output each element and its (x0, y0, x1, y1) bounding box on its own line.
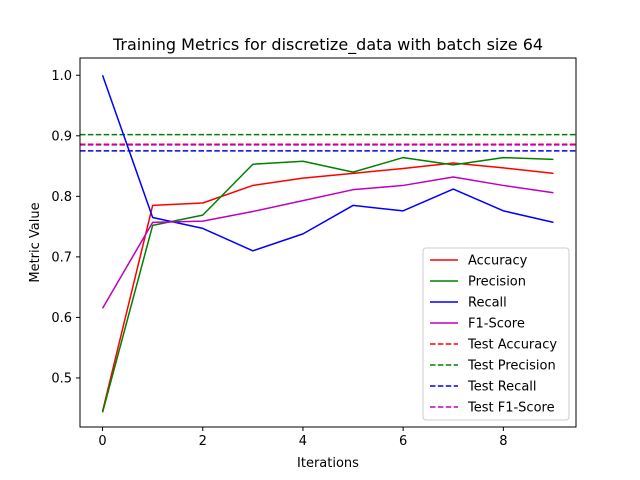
x-tick-label: 2 (199, 434, 207, 449)
x-axis-ticks: 0 2 4 6 8 (98, 427, 507, 449)
test-reference-lines (80, 133, 576, 152)
chart-title: Training Metrics for discretize_data wit… (112, 35, 543, 55)
x-tick-label: 0 (98, 434, 106, 449)
y-tick-label: 0.7 (51, 250, 72, 265)
legend-box (422, 247, 570, 421)
x-axis-label: Iterations (297, 456, 359, 471)
legend-label-precision: Precision (468, 275, 526, 290)
plot-frame (79, 57, 577, 428)
legend-label-recall: Recall (468, 296, 507, 311)
x-tick-label: 8 (499, 434, 507, 449)
x-tick-label: 6 (399, 434, 407, 449)
y-tick-label: 0.9 (51, 129, 72, 144)
series-line-f1-score (101, 176, 554, 309)
legend-label-f1-score: F1-Score (468, 317, 525, 332)
series-lines (101, 75, 554, 413)
series-line-precision (101, 156, 554, 413)
series-line-accuracy (101, 162, 554, 412)
legend-label-test-f1-score: Test F1-Score (467, 401, 555, 416)
legend-label-accuracy: Accuracy (468, 254, 528, 269)
series-line-recall (101, 75, 554, 252)
y-tick-label: 1.0 (51, 69, 72, 84)
y-axis-label: Metric Value (28, 202, 43, 282)
x-tick-label: 4 (299, 434, 307, 449)
legend-label-test-accuracy: Test Accuracy (467, 338, 557, 353)
legend-items: Accuracy Precision Recall F1-Score Test Accu… (430, 254, 557, 416)
legend-label-test-precision: Test Precision (467, 359, 556, 374)
legend: Accuracy Precision Recall F1-Score Test Accu… (422, 247, 570, 421)
y-tick-label: 0.5 (51, 371, 72, 386)
legend-label-test-recall: Test Recall (467, 380, 537, 395)
y-tick-label: 0.6 (51, 311, 72, 326)
y-axis-ticks: 0.5 0.6 0.7 0.8 0.9 1.0 (51, 69, 80, 386)
y-tick-label: 0.8 (51, 190, 72, 205)
